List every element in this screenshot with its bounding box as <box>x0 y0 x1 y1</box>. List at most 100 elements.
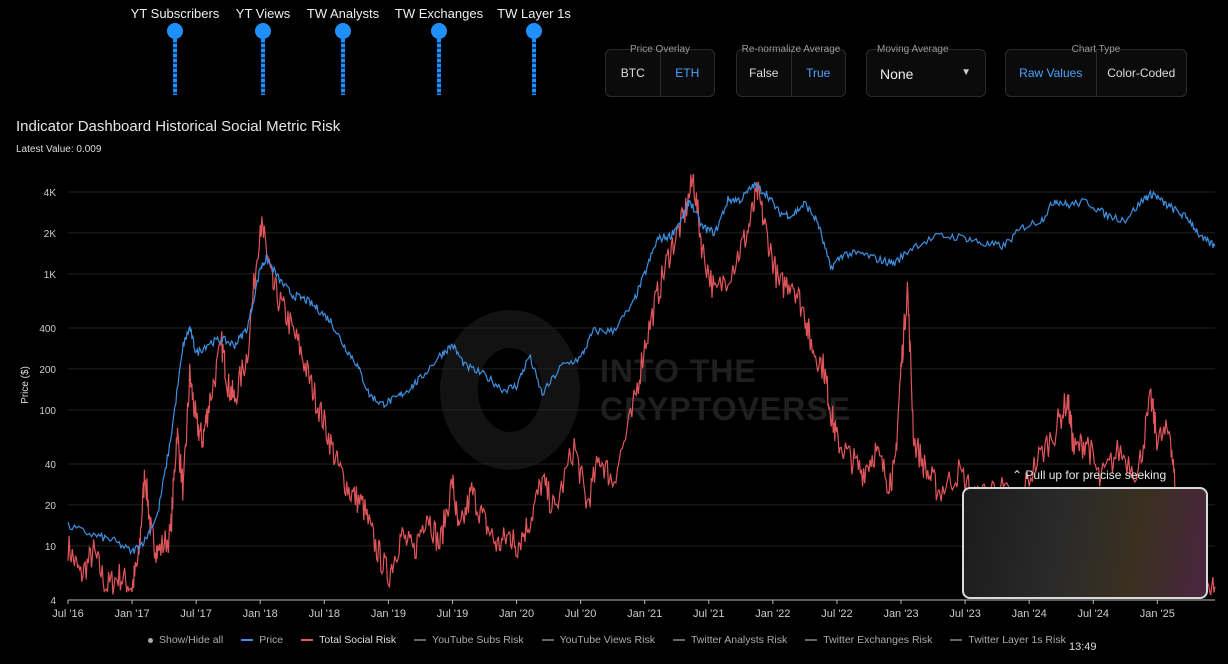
renormalize-false-button[interactable]: False <box>749 66 779 80</box>
y-axis-label: Price ($) <box>20 366 31 404</box>
legend-label: YouTube Views Risk <box>559 634 655 646</box>
renormalize-title: Re-normalize Average <box>741 44 841 55</box>
slider-handle[interactable] <box>167 23 183 39</box>
dot-icon <box>148 637 153 643</box>
moving-average-select[interactable]: Moving Average None ▼ <box>866 44 986 97</box>
slider-track[interactable] <box>173 39 177 95</box>
x-tick-label: Jul '20 <box>565 608 596 620</box>
legend-label: Twitter Analysts Risk <box>690 634 788 646</box>
chart-type-color-button[interactable]: Color-Coded <box>1095 50 1187 96</box>
slider-label: TW Exchanges <box>394 6 484 21</box>
x-tick-label: Jul '16 <box>52 608 83 620</box>
clock: 13:49 <box>1069 641 1097 653</box>
x-tick-label: Jul '22 <box>821 608 852 620</box>
legend-swatch <box>241 639 254 641</box>
y-tick-label: 4 <box>50 596 56 607</box>
legend-item-youtube-views-risk[interactable]: YouTube Views Risk <box>541 634 655 646</box>
slider-label: YT Views <box>235 6 291 21</box>
chart-type-title: Chart Type <box>1071 44 1121 55</box>
legend-swatch <box>805 639 818 641</box>
legend-toggle-label: Show/Hide all <box>159 634 224 646</box>
chart-canvas[interactable]: 4 10 20 40 100 200 400 1K 2K 4K Jul '16 Jan '17 Jul… <box>0 160 1228 630</box>
latest-value: Latest Value: 0.009 <box>16 144 102 155</box>
y-tick-label: 2K <box>44 229 57 240</box>
slider-handle[interactable] <box>526 23 542 39</box>
chart-type-group: Chart Type Raw Values Color-Coded <box>1005 44 1187 97</box>
x-tick-label: Jan '25 <box>1140 608 1175 620</box>
slider-handle[interactable] <box>335 23 351 39</box>
legend-item-price[interactable]: Price <box>241 634 283 646</box>
minimap-preview[interactable] <box>962 487 1208 599</box>
slider-tw-exchanges[interactable]: TW Exchanges <box>384 6 494 95</box>
legend-label: YouTube Subs Risk <box>432 634 524 646</box>
renormalize-group: Re-normalize Average False True <box>736 44 846 97</box>
legend-toggle-all[interactable]: Show/Hide all <box>148 634 223 646</box>
legend-item-twitter-exchanges-risk[interactable]: Twitter Exchanges Risk <box>805 634 932 646</box>
moving-average-title: Moving Average <box>877 44 949 55</box>
x-tick-label: Jan '20 <box>499 608 534 620</box>
price-overlay-eth-button[interactable]: ETH <box>659 50 715 96</box>
y-tick-label: 100 <box>39 406 56 417</box>
chart-type-raw-button[interactable]: Raw Values <box>1019 66 1083 80</box>
slider-label: YT Subscribers <box>130 6 220 21</box>
legend-swatch <box>301 639 314 641</box>
x-tick-label: Jan '19 <box>371 608 406 620</box>
watermark: INTO THE CRYPTOVERSE <box>600 352 851 428</box>
slider-track[interactable] <box>261 39 265 95</box>
legend-swatch <box>414 639 427 641</box>
x-tick-label: Jan '22 <box>755 608 790 620</box>
watermark-line1: INTO THE <box>600 353 757 389</box>
x-tick-label: Jul '18 <box>309 608 340 620</box>
legend-swatch <box>541 639 554 641</box>
x-tick-label: Jul '19 <box>437 608 468 620</box>
legend-item-total-social-risk[interactable]: Total Social Risk <box>301 634 396 646</box>
legend-item-twitter-layer1s-risk[interactable]: Twitter Layer 1s Risk <box>950 634 1066 646</box>
chart-title: Indicator Dashboard Historical Social Me… <box>16 118 341 135</box>
slider-handle[interactable] <box>431 23 447 39</box>
slider-yt-views[interactable]: YT Views <box>208 6 318 95</box>
chevron-down-icon: ▼ <box>961 67 971 78</box>
legend-item-youtube-subs-risk[interactable]: YouTube Subs Risk <box>414 634 524 646</box>
x-tick-label: Jul '17 <box>180 608 211 620</box>
renormalize-true-button[interactable]: True <box>790 50 846 96</box>
slider-track[interactable] <box>437 39 441 95</box>
legend-label: Twitter Layer 1s Risk <box>968 634 1066 646</box>
slider-yt-subscribers[interactable]: YT Subscribers <box>120 6 230 95</box>
moving-average-value: None <box>880 66 914 82</box>
x-tick-label: Jul '24 <box>1078 608 1109 620</box>
price-overlay-group: Price Overlay BTC ETH <box>605 44 715 97</box>
x-tick-label: Jan '18 <box>243 608 278 620</box>
x-tick-label: Jan '24 <box>1012 608 1047 620</box>
slider-tw-analysts[interactable]: TW Analysts <box>288 6 398 95</box>
y-tick-label: 1K <box>44 270 57 281</box>
series-line-price[interactable] <box>67 181 1216 556</box>
y-tick-label: 4K <box>44 188 57 199</box>
y-tick-label: 40 <box>45 460 57 471</box>
legend-item-twitter-analysts-risk[interactable]: Twitter Analysts Risk <box>672 634 788 646</box>
y-tick-label: 200 <box>39 365 56 376</box>
x-tick-label: Jul '21 <box>693 608 724 620</box>
slider-label: TW Analysts <box>306 6 380 21</box>
legend: Show/Hide all Price Total Social Risk Yo… <box>148 634 1066 646</box>
y-tick-label: 400 <box>39 324 56 335</box>
slider-track[interactable] <box>341 39 345 95</box>
price-overlay-title: Price Overlay <box>629 44 690 55</box>
x-tick-label: Jul '23 <box>949 608 980 620</box>
y-tick-label: 10 <box>45 542 57 553</box>
pull-up-hint[interactable]: ⌃ Pull up for precise seeking <box>1012 468 1167 482</box>
legend-label: Price <box>259 634 284 646</box>
legend-label: Twitter Exchanges Risk <box>823 634 933 646</box>
x-tick-label: Jan '21 <box>627 608 662 620</box>
slider-track[interactable] <box>532 39 536 95</box>
slider-label: TW Layer 1s <box>497 6 571 21</box>
legend-swatch <box>672 639 685 641</box>
legend-label: Total Social Risk <box>319 634 397 646</box>
legend-swatch <box>950 639 963 641</box>
slider-handle[interactable] <box>255 23 271 39</box>
y-tick-label: 20 <box>45 501 57 512</box>
slider-tw-layer1s[interactable]: TW Layer 1s <box>479 6 589 95</box>
x-tick-label: Jan '17 <box>115 608 150 620</box>
price-overlay-btc-button[interactable]: BTC <box>620 66 645 80</box>
x-tick-label: Jan '23 <box>883 608 918 620</box>
watermark-line2: CRYPTOVERSE <box>600 391 852 427</box>
